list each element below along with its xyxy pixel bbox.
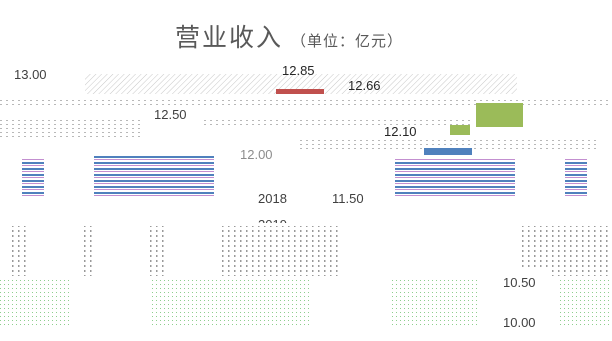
bar-2019-series-2 xyxy=(424,148,472,155)
dotted-band-1 xyxy=(0,98,612,106)
data-label-12.10: 12.10 xyxy=(384,124,417,139)
dot-column-3 xyxy=(150,226,164,276)
hatched-band xyxy=(85,74,517,94)
dot-column-5 xyxy=(520,226,610,276)
bar-2019-series-3-a xyxy=(476,103,523,127)
y-tick-12.00: 12.00 xyxy=(240,147,273,162)
dot-column-4 xyxy=(218,226,338,276)
striped-block-4 xyxy=(565,158,587,198)
white-mask-3 xyxy=(440,222,510,262)
striped-block-3 xyxy=(395,158,515,198)
bar-2018-series-1 xyxy=(276,89,324,94)
chart-title-main: 营业收入 xyxy=(175,23,284,52)
green-dots-4 xyxy=(560,280,612,326)
y-tick-12.50: 12.50 xyxy=(154,107,187,122)
data-label-12.66: 12.66 xyxy=(348,78,381,93)
striped-block-1 xyxy=(22,158,44,198)
dotted-band-3 xyxy=(200,118,470,128)
y-tick-11.50: 11.50 xyxy=(332,191,364,206)
render-artifacts xyxy=(0,74,612,330)
striped-block-2 xyxy=(94,156,214,198)
chart-title-unit: （单位：亿元） xyxy=(291,32,404,50)
dotted-band-4 xyxy=(300,140,600,150)
white-mask-2 xyxy=(320,180,390,210)
y-tick-10.50: 10.50 xyxy=(503,275,536,290)
y-tick-13.00: 13.00 xyxy=(14,67,47,82)
bars-layer xyxy=(276,89,523,155)
dotted-band-2 xyxy=(0,120,140,140)
y-tick-10.00: 10.00 xyxy=(503,315,536,330)
chart-title: 营业收入 （单位：亿元） xyxy=(175,18,403,54)
green-dots-1 xyxy=(0,280,70,326)
green-dots-3 xyxy=(390,280,480,326)
bar-2019-series-3-b xyxy=(450,125,470,135)
white-mask-4 xyxy=(490,270,550,330)
green-dots-2 xyxy=(150,280,310,326)
data-label-12.85: 12.85 xyxy=(282,63,315,78)
dot-column-1 xyxy=(8,226,26,276)
labels-layer: 13.00 12.50 11.50 10.50 10.00 12.00 12.85 12.66… xyxy=(14,63,536,330)
white-mask-1 xyxy=(250,150,310,210)
dot-column-2 xyxy=(80,226,96,276)
x-category-2018: 2018 xyxy=(258,191,287,206)
